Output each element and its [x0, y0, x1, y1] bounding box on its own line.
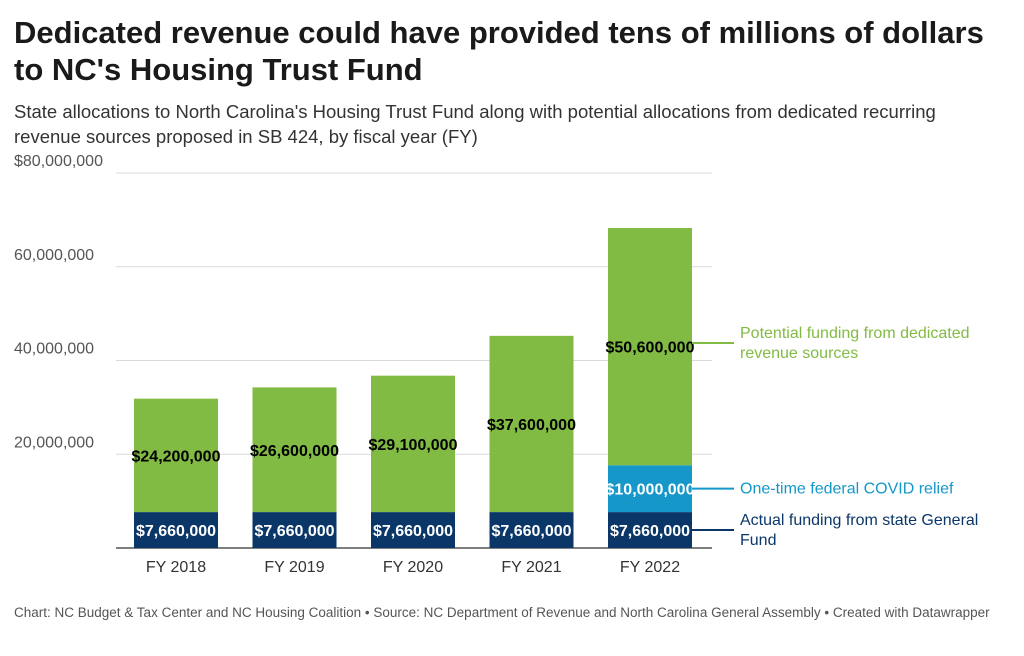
- bar-segment: [489, 512, 574, 548]
- data-label: $7,660,000: [136, 523, 216, 540]
- x-tick-label: FY 2022: [620, 559, 680, 576]
- legend-label: Potential funding from dedicated revenue …: [740, 325, 969, 362]
- data-label: $7,660,000: [491, 523, 571, 540]
- data-label: $37,600,000: [487, 417, 576, 434]
- data-label: $7,660,000: [254, 523, 334, 540]
- data-label: $50,600,000: [606, 340, 695, 357]
- bar-segment: [608, 512, 692, 548]
- y-tick-label: 40,000,000: [14, 341, 94, 358]
- data-label: $24,200,000: [132, 448, 221, 465]
- data-label: $26,600,000: [250, 443, 339, 460]
- y-tick-label: $80,000,000: [14, 153, 103, 170]
- bar-segment: [252, 387, 337, 513]
- x-tick-label: FY 2021: [501, 559, 561, 576]
- data-label: $7,660,000: [373, 523, 453, 540]
- data-label: $7,660,000: [610, 523, 690, 540]
- data-label: $29,100,000: [369, 437, 458, 454]
- chart-title: Dedicated revenue could have provided te…: [14, 15, 984, 87]
- bar-segment: [134, 398, 218, 513]
- bar-segment: [608, 228, 692, 466]
- legend-label: One-time federal COVID relief: [740, 481, 954, 498]
- x-tick-label: FY 2018: [146, 559, 206, 576]
- data-label: $10,000,000: [606, 482, 695, 499]
- x-tick-label: FY 2019: [264, 559, 324, 576]
- bar-segment: [252, 512, 337, 548]
- stacked-bar-chart: 20,000,000 40,000,000 60,000,000 $80,000,00…: [14, 153, 978, 576]
- legend-label: Actual funding from state General Fund: [740, 512, 978, 549]
- bar-segment: [489, 335, 574, 513]
- chart-footer: Chart: NC Budget & Tax Center and NC Hou…: [14, 605, 990, 620]
- x-tick-label: FY 2020: [383, 559, 443, 576]
- bar-segment: [134, 512, 218, 548]
- y-tick-label: 20,000,000: [14, 434, 94, 451]
- y-tick-label: 60,000,000: [14, 247, 94, 264]
- bar-segment: [371, 512, 455, 548]
- bar-segment: [371, 375, 455, 513]
- bar-segment: [608, 465, 692, 513]
- chart-subtitle: State allocations to North Carolina's Ho…: [14, 101, 936, 147]
